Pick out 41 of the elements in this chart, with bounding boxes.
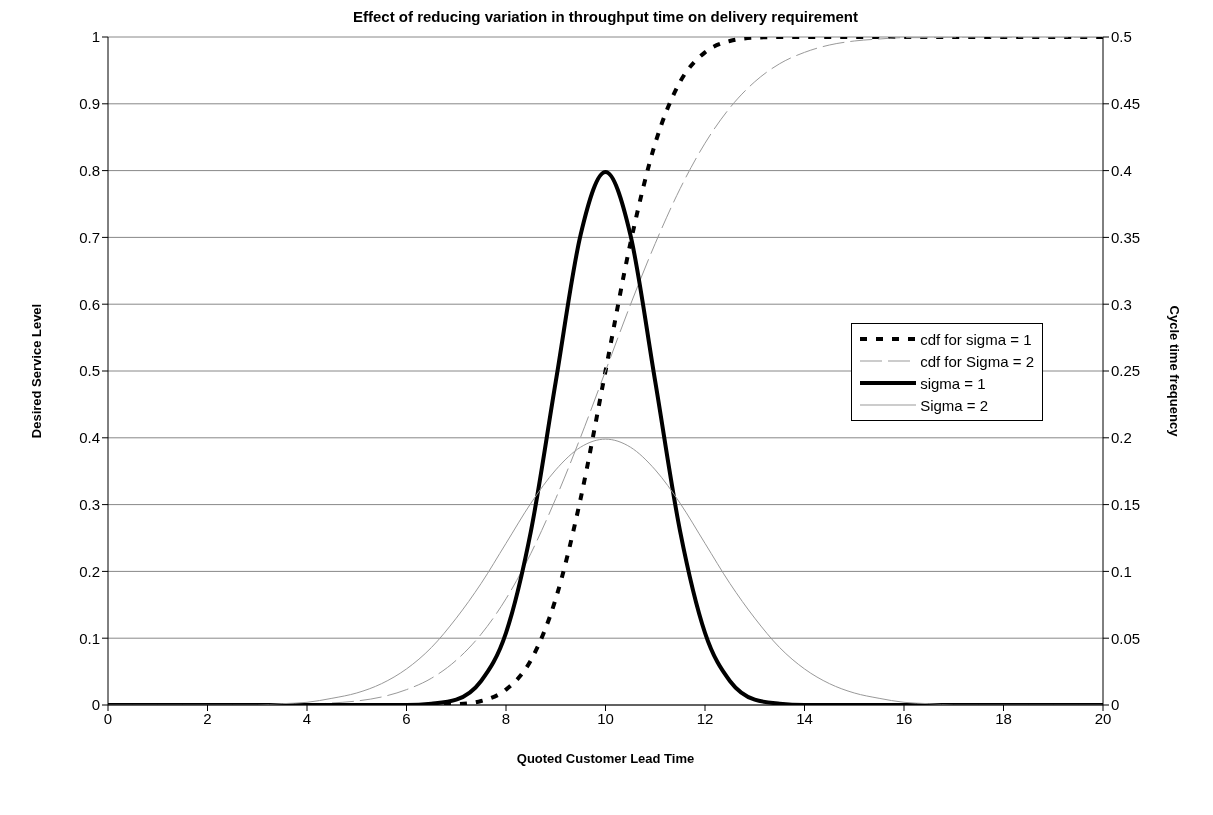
y2-axis-title: Cycle time frequency [1167,305,1183,438]
x-tick-label: 16 [895,709,913,727]
y-tick-label: 0.3 [79,495,100,513]
y2-tick-label: 0.25 [1111,362,1141,380]
x-tick-label: 2 [203,709,212,727]
y-tick-label: 0.1 [79,629,100,647]
legend-label: Sigma = 2 [920,396,989,414]
y-tick-label: 0.5 [79,362,100,380]
legend-label: cdf for sigma = 1 [920,330,1032,348]
x-axis-title: Quoted Customer Lead Time [516,751,695,766]
y2-tick-label: 0 [1111,696,1120,714]
x-tick-label: 4 [302,709,312,727]
x-tick-label: 0 [103,709,113,727]
x-tick-label: 20 [1094,709,1112,727]
y-tick-label: 1 [91,28,100,46]
legend-label: sigma = 1 [920,374,986,392]
y-tick-label: 0.2 [79,562,100,580]
y2-tick-label: 0.1 [1111,562,1132,580]
y2-tick-label: 0.15 [1111,495,1141,513]
y-tick-label: 0.4 [79,429,100,447]
y2-tick-label: 0.2 [1111,429,1132,447]
y-axis-title: Desired Service Level [28,303,44,439]
x-tick-label: 10 [597,709,614,727]
y2-tick-label: 0.3 [1111,295,1132,313]
x-tick-label: 14 [796,709,813,727]
y2-tick-label: 0.5 [1111,28,1132,46]
chart-title: Effect of reducing variation in throughput time on delivery requirement [351,8,860,25]
y-tick-label: 0.8 [79,161,100,179]
y2-tick-label: 0.45 [1111,95,1141,113]
y-tick-label: 0.9 [79,95,100,113]
x-tick-label: 8 [501,709,511,727]
y-tick-label: 0 [91,696,100,714]
y2-tick-label: 0.4 [1111,161,1132,179]
x-tick-label: 12 [696,709,714,727]
y-tick-label: 0.7 [79,228,100,246]
y-tick-label: 0.6 [79,295,100,313]
x-tick-label: 6 [402,709,411,727]
y2-tick-label: 0.05 [1111,629,1141,647]
legend-label: cdf for Sigma = 2 [920,352,1034,370]
x-tick-label: 18 [995,709,1012,727]
y2-tick-label: 0.35 [1111,228,1141,246]
